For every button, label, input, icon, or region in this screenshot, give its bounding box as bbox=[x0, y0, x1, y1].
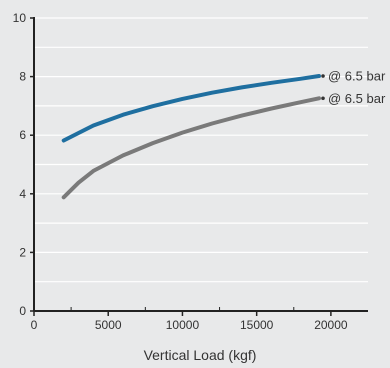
series-line-1 bbox=[61, 74, 321, 143]
y-tick-label: 8 bbox=[19, 70, 26, 84]
y-tick-label: 10 bbox=[13, 11, 27, 25]
x-tick-label: 10000 bbox=[166, 318, 200, 332]
labels: 0 2 4 6 8 10 0 5000 10000 15000 20000 @ 6.5 bar @ 6.… bbox=[13, 11, 386, 332]
y-tick-label: 2 bbox=[19, 245, 26, 259]
x-axis-title: Vertical Load (kgf) bbox=[144, 347, 257, 363]
series-end-marker-1 bbox=[321, 74, 325, 78]
grid bbox=[34, 17, 368, 311]
y-tick-label: 6 bbox=[19, 128, 26, 142]
x-tick-label: 20000 bbox=[314, 318, 348, 332]
series-line-2 bbox=[61, 96, 321, 200]
series-layer bbox=[61, 74, 325, 200]
series-label-1: @ 6.5 bar bbox=[328, 69, 386, 84]
series-label-2: @ 6.5 bar bbox=[328, 91, 386, 106]
x-tick-label: 5000 bbox=[95, 318, 122, 332]
x-tick-label: 15000 bbox=[240, 318, 274, 332]
series-end-marker-2 bbox=[321, 96, 325, 101]
x-tick-label: 0 bbox=[31, 318, 38, 332]
y-tick-label: 0 bbox=[19, 304, 26, 318]
y-tick-label: 4 bbox=[19, 187, 26, 201]
axes bbox=[30, 17, 368, 316]
